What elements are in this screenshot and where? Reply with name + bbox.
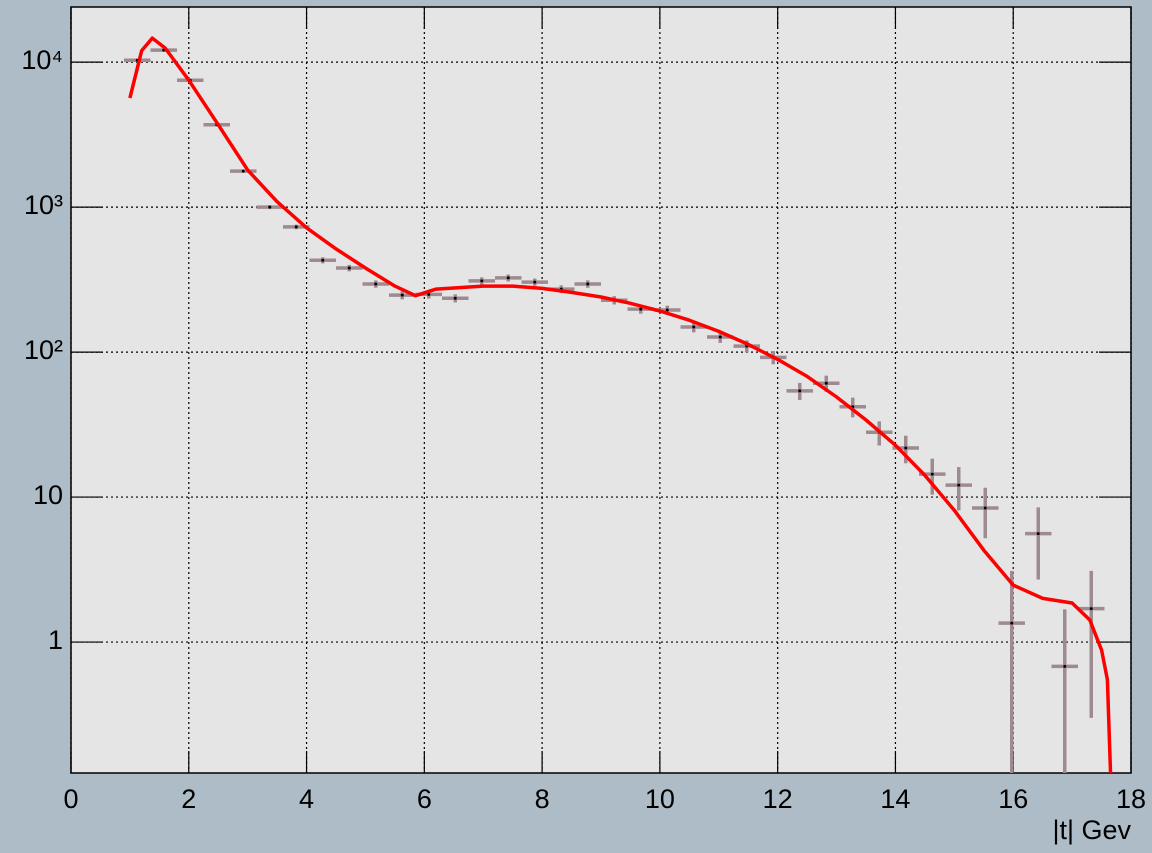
point (400, 293, 404, 297)
point (347, 266, 351, 270)
point (930, 472, 934, 476)
point (321, 258, 325, 262)
point (1063, 664, 1067, 668)
point (692, 325, 696, 329)
x-tick-label: 0 (63, 784, 78, 814)
x-tick-label: 4 (299, 784, 314, 814)
x-tick-label: 12 (763, 784, 793, 814)
y-tick-label: 10² (24, 335, 63, 365)
x-tick-label: 16 (998, 784, 1028, 814)
x-tick-label: 14 (880, 784, 910, 814)
point (957, 483, 961, 487)
y-tick-label: 10 (33, 480, 63, 510)
y-tick-label: 10³ (24, 190, 63, 220)
x-tick-label: 18 (1116, 784, 1146, 814)
point (665, 308, 669, 312)
point (506, 276, 510, 280)
plot-frame (70, 6, 1132, 774)
point (824, 381, 828, 385)
point (241, 169, 245, 173)
point (718, 335, 722, 339)
point (904, 446, 908, 450)
point (798, 389, 802, 393)
point (639, 307, 643, 311)
x-tick-label: 8 (535, 784, 550, 814)
x-axis-label: |t| Gev (1052, 815, 1131, 845)
point (1036, 532, 1040, 536)
point (1010, 621, 1014, 625)
x-tick-label: 10 (645, 784, 675, 814)
point (427, 292, 431, 296)
point (533, 280, 537, 284)
point (586, 282, 590, 286)
y-tick-label: 10⁴ (21, 45, 63, 75)
point (268, 205, 272, 209)
point (294, 225, 298, 229)
point (1089, 607, 1093, 611)
x-tick-label: 6 (417, 784, 432, 814)
point (374, 282, 378, 286)
point (453, 296, 457, 300)
point (983, 506, 987, 510)
x-tick-label: 2 (181, 784, 196, 814)
point (480, 279, 484, 283)
y-tick-label: 1 (48, 625, 63, 655)
plot-area (124, 36, 1113, 773)
fit-curve (128, 36, 1113, 773)
